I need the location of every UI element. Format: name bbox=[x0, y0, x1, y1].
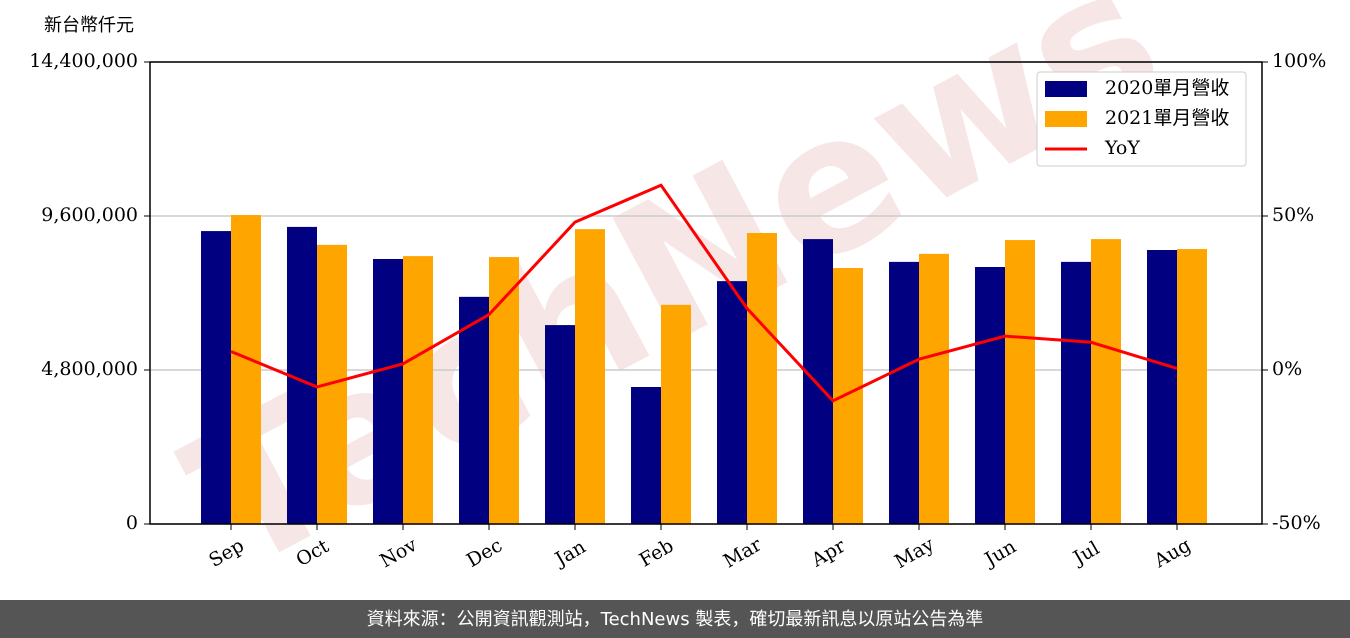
bar bbox=[459, 296, 489, 524]
x-tick-label: Aug bbox=[1150, 534, 1195, 573]
x-tick-label: May bbox=[891, 533, 938, 573]
y-tick-label: 9,600,000 bbox=[41, 204, 138, 226]
legend-label: 2021單月營收 bbox=[1105, 107, 1229, 129]
bar bbox=[631, 387, 661, 524]
y-tick-label: 4,800,000 bbox=[41, 358, 138, 380]
x-tick-label: Jun bbox=[979, 536, 1020, 572]
legend-box bbox=[1036, 71, 1247, 167]
x-tick-label: Dec bbox=[463, 534, 506, 572]
bar bbox=[803, 239, 833, 524]
bar bbox=[975, 267, 1005, 524]
x-tick-label: Apr bbox=[807, 534, 850, 571]
legend-label: 2020單月營收 bbox=[1105, 77, 1229, 99]
bar bbox=[403, 256, 433, 524]
bar bbox=[717, 281, 747, 524]
bar bbox=[231, 215, 261, 524]
footer-bar bbox=[0, 600, 1350, 638]
x-tick-label: Mar bbox=[720, 533, 766, 572]
legend-swatch bbox=[1045, 81, 1087, 97]
y2-tick-label: -50% bbox=[1272, 512, 1321, 534]
bar bbox=[1147, 250, 1177, 524]
bar bbox=[661, 304, 691, 524]
bar bbox=[919, 253, 949, 524]
bar bbox=[1091, 239, 1121, 524]
footer: 資料來源：公開資訊觀測站，TechNews 製表，確切最新訊息以原站公告為準 bbox=[367, 609, 984, 630]
y2-tick-label: 100% bbox=[1272, 50, 1326, 72]
bar bbox=[545, 325, 575, 524]
legend-swatch bbox=[1045, 111, 1087, 127]
bar bbox=[373, 258, 403, 524]
plot-frame bbox=[149, 61, 1263, 525]
yoy-line bbox=[230, 183, 1178, 403]
bar bbox=[833, 267, 863, 524]
bar bbox=[889, 261, 919, 524]
legend-label: YoY bbox=[1104, 137, 1140, 159]
x-tick-label: Feb bbox=[636, 535, 678, 572]
bar bbox=[1061, 261, 1091, 524]
y2-tick-label: 0% bbox=[1272, 358, 1302, 380]
y-axis-label: 新台幣仟元 bbox=[44, 15, 134, 36]
bar bbox=[489, 257, 519, 524]
x-tick-label: Jul bbox=[1068, 537, 1103, 570]
bar bbox=[575, 229, 605, 524]
y2-tick-label: 50% bbox=[1272, 204, 1314, 226]
bar bbox=[1005, 240, 1035, 524]
bar bbox=[201, 231, 231, 524]
bar bbox=[1177, 249, 1207, 524]
bar bbox=[747, 233, 777, 525]
y-tick-label: 0 bbox=[126, 512, 138, 534]
y-tick-label: 14,400,000 bbox=[29, 50, 138, 72]
x-tick-label: Jan bbox=[550, 536, 590, 572]
